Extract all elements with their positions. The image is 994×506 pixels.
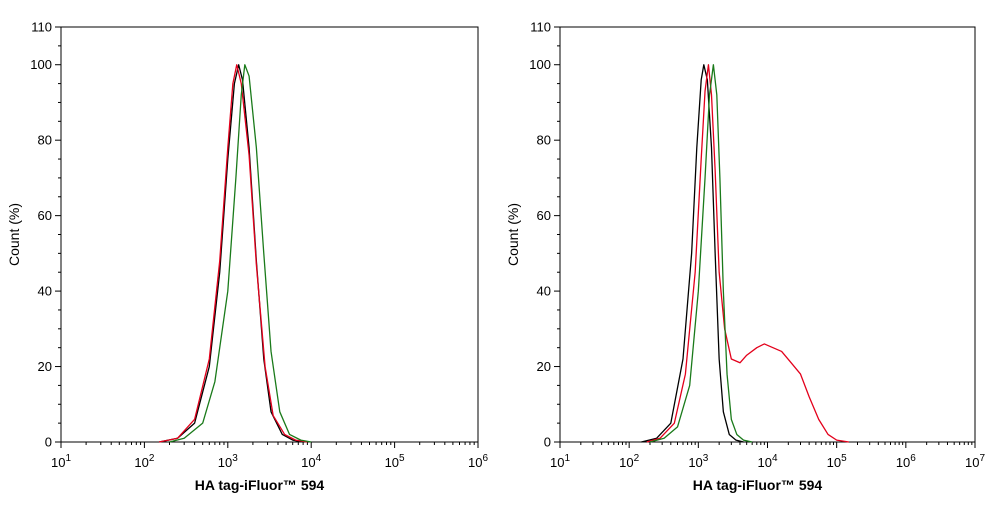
x-tick-base: 10 [550,455,564,470]
x-tick-label: 105 [385,453,405,470]
x-tick-exponent: 6 [910,453,916,464]
x-tick-base: 10 [619,455,633,470]
x-tick-exponent: 1 [65,453,71,464]
x-tick-base: 10 [468,455,482,470]
x-tick-label: 104 [757,453,777,470]
y-tick-label: 80 [38,133,52,148]
x-tick-label: 104 [301,453,321,470]
x-tick-label: 103 [218,453,238,470]
y-tick-label: 40 [537,284,551,299]
histogram-series-2 [646,64,849,443]
x-axis-title: HA tag-iFluor™ 594 [693,477,823,493]
x-tick-label: 106 [896,453,916,470]
x-tick-base: 10 [385,455,399,470]
y-tick-label: 110 [31,20,52,35]
x-tick-exponent: 5 [399,453,405,464]
y-tick-label: 0 [45,435,52,450]
histogram-series-2 [158,64,308,443]
y-tick-label: 80 [537,133,551,148]
x-tick-exponent: 4 [316,453,322,464]
x-tick-label: 101 [51,453,71,470]
y-tick-label: 0 [544,435,551,450]
y-tick-label: 60 [537,208,551,223]
histogram-series-3 [649,64,753,443]
x-tick-base: 10 [301,455,315,470]
y-tick-label: 40 [38,284,52,299]
x-tick-label: 107 [965,453,985,470]
y-tick-label: 100 [30,57,52,72]
x-tick-base: 10 [134,455,148,470]
histogram-series-1 [641,64,744,443]
x-tick-exponent: 3 [232,453,238,464]
x-tick-exponent: 7 [979,453,985,464]
x-tick-base: 10 [218,455,232,470]
x-tick-base: 10 [51,455,65,470]
y-axis-title: Count (%) [505,203,521,266]
y-tick-label: 20 [38,359,52,374]
x-tick-label: 102 [619,453,639,470]
x-tick-base: 10 [757,455,771,470]
x-tick-label: 105 [827,453,847,470]
y-tick-label: 20 [537,359,551,374]
x-tick-label: 101 [550,453,570,470]
x-tick-base: 10 [827,455,841,470]
y-axis-title: Count (%) [6,203,22,266]
x-tick-exponent: 3 [703,453,709,464]
x-tick-exponent: 1 [564,453,570,464]
x-tick-label: 106 [468,453,488,470]
histogram-series-3 [169,64,312,443]
x-tick-exponent: 6 [482,453,488,464]
x-tick-base: 10 [896,455,910,470]
x-axis-title: HA tag-iFluor™ 594 [195,477,325,493]
x-tick-label: 103 [688,453,708,470]
y-tick-label: 110 [530,20,551,35]
x-tick-exponent: 2 [149,453,155,464]
histogram-series-1 [158,64,304,443]
x-tick-base: 10 [965,455,979,470]
plot-frame [559,26,976,443]
x-tick-exponent: 2 [634,453,640,464]
x-tick-base: 10 [688,455,702,470]
x-tick-label: 102 [134,453,154,470]
x-tick-exponent: 5 [841,453,847,464]
y-tick-label: 100 [529,57,551,72]
x-tick-exponent: 4 [772,453,778,464]
y-tick-label: 60 [38,208,52,223]
plot-frame [60,26,479,443]
